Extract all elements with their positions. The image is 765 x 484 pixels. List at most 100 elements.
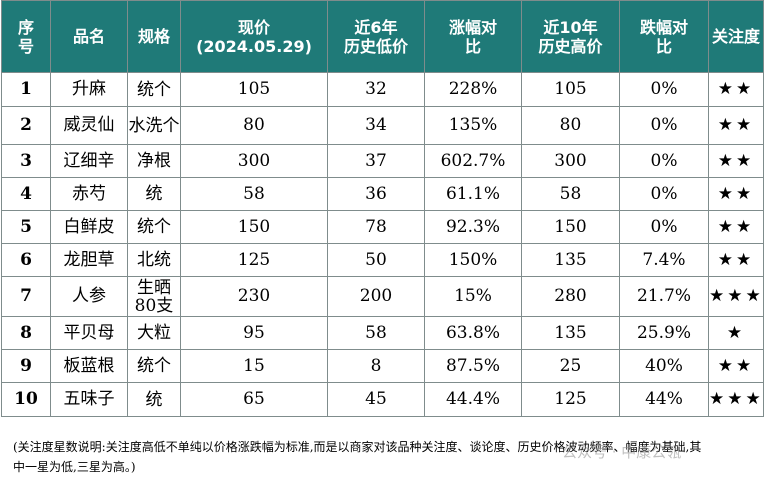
row-index: 8 [1,316,51,350]
star-icon: ★ [736,150,755,171]
six-year-low: 37 [327,144,425,178]
herb-name: 龙胆草 [50,243,128,277]
table-row: 6 龙胆草 北统 125 50 150% 135 7.4% ★★ [1,243,764,277]
current-price: 125 [180,243,328,277]
fall-percent: 25.9% [619,316,709,350]
ten-year-high: 135 [521,316,620,350]
star-icon: ★ [709,389,728,409]
attention-stars: ★★ [708,210,764,244]
watermark: 公众号 · 中康公瓴 [562,443,682,461]
header-10yr-high: 近10年 历史高价 [521,0,620,73]
row-index: 4 [1,177,51,211]
current-price: 230 [180,276,328,317]
star-icon: ★ [736,183,755,204]
star-icon: ★ [736,79,755,99]
six-year-low: 36 [327,177,425,211]
table-row: 2 威灵仙 水洗个 80 34 135% 80 0% ★★ [1,106,764,145]
header-6yr-low: 近6年 历史低价 [327,0,425,73]
fall-percent: 21.7% [619,276,709,317]
attention-stars: ★★★ [708,382,764,417]
row-index: 9 [1,349,51,383]
star-icon: ★ [717,183,736,204]
herb-name: 平贝母 [50,316,128,350]
star-icon: ★ [745,389,764,409]
herb-spec: 大粒 [127,316,181,350]
ten-year-high: 125 [521,382,620,417]
herb-name: 五味子 [50,382,128,417]
herb-name: 人参 [50,276,128,317]
six-year-low: 34 [327,106,425,145]
header-index: 序号 [1,0,51,73]
header-spec: 规格 [127,0,181,73]
six-year-low: 32 [327,72,425,107]
header-fall-line2: 比 [655,36,672,56]
header-name: 品名 [50,0,128,73]
herb-name: 辽细辛 [50,144,128,178]
herb-spec: 统 [127,177,181,211]
herb-price-table: 序号 品名 规格 现价 (2024.05.29) 近6年 历史低价 涨幅对 比 … [1,0,764,417]
rise-percent: 61.1% [424,177,522,211]
header-attention: 关注度 [708,0,764,73]
rise-percent: 15% [424,276,522,317]
table-row: 4 赤芍统 58 36 61.1% 58 0% ★★ [1,177,764,211]
row-index: 6 [1,243,51,277]
star-icon: ★ [717,150,736,171]
herb-name: 赤芍 [50,177,128,211]
six-year-low: 58 [327,316,425,350]
table-row: 7 人参 生晒80支 230 200 15% 280 21.7% ★★★ [1,276,764,317]
row-index: 10 [1,382,51,417]
row-index: 3 [1,144,51,178]
row-index: 5 [1,210,51,244]
table-row: 9 板蓝根 统个 15 8 87.5% 25 40% ★★ [1,349,764,383]
fall-percent: 0% [619,72,709,107]
ten-year-high: 80 [521,106,620,145]
header-10yr-high-line2: 历史高价 [538,36,603,56]
attention-stars: ★★ [708,106,764,145]
herb-name: 威灵仙 [50,106,128,145]
attention-stars: ★★ [708,243,764,277]
star-icon: ★ [736,249,755,270]
herb-spec: 北统 [127,243,181,277]
header-fall-line1: 跌幅对 [639,17,688,37]
rise-percent: 44.4% [424,382,522,417]
current-price: 105 [180,72,328,107]
current-price: 80 [180,106,328,145]
fall-percent: 0% [619,106,709,145]
star-icon: ★ [726,322,746,343]
attention-stars: ★★ [708,144,764,178]
star-icon: ★ [709,286,728,306]
table-row: 5 白鲜皮 统个 150 78 92.3% 150 0% ★★ [1,210,764,244]
table-row: 8 平贝母 大粒 95 58 63.8% 135 25.9% ★ [1,316,764,350]
table-row: 10 五味子统 65 45 44.4% 125 44% ★★★ [1,382,764,417]
ten-year-high: 25 [521,349,620,383]
fall-percent: 7.4% [619,243,709,277]
table-row: 3 辽细辛 净根 300 37 602.7% 300 0% ★★ [1,144,764,178]
table-row: 1 升麻 统个 105 32 228% 105 0% ★★ [1,72,764,107]
six-year-low: 8 [327,349,425,383]
header-6yr-low-line1: 近6年 [354,17,398,37]
star-icon: ★ [717,355,736,376]
ten-year-high: 135 [521,243,620,277]
attention-stars: ★★ [708,177,764,211]
star-icon: ★ [717,216,736,237]
herb-spec: 统 [127,382,181,417]
rise-percent: 228% [424,72,522,107]
attention-stars: ★★ [708,349,764,383]
herb-spec: 统个 [127,72,181,107]
header-fall: 跌幅对 比 [619,0,709,73]
ten-year-high: 280 [521,276,620,317]
star-icon: ★ [717,249,736,270]
herb-name: 板蓝根 [50,349,128,383]
six-year-low: 45 [327,382,425,417]
header-current-price: 现价 (2024.05.29) [180,0,328,73]
six-year-low: 50 [327,243,425,277]
herb-name: 白鲜皮 [50,210,128,244]
ten-year-high: 58 [521,177,620,211]
header-6yr-low-line2: 历史低价 [343,36,408,56]
rise-percent: 92.3% [424,210,522,244]
header-10yr-high-line1: 近10年 [543,17,598,37]
fall-percent: 0% [619,210,709,244]
row-index: 2 [1,106,51,145]
star-icon: ★ [717,79,736,99]
fall-percent: 0% [619,177,709,211]
